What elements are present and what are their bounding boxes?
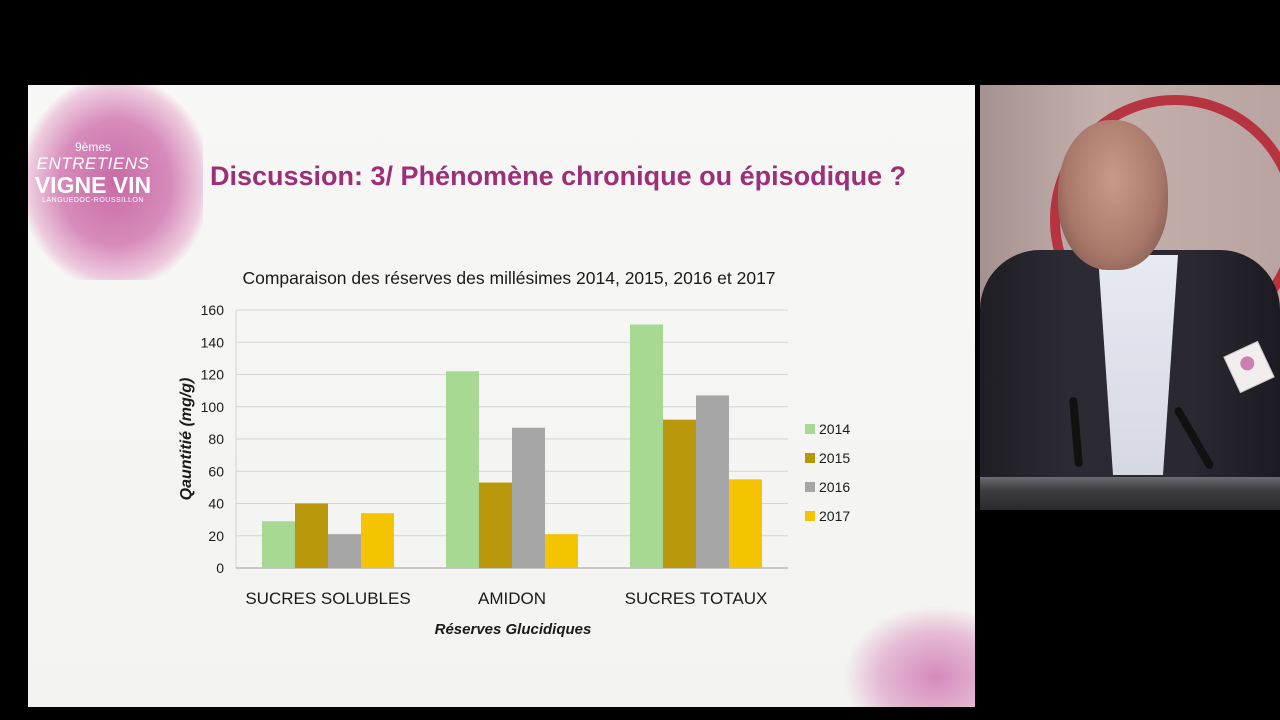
bar-2017-0 <box>361 513 394 568</box>
logo-line-3: LANGUEDOC-ROUSSILLON <box>42 197 144 204</box>
legend-label: 2017 <box>819 508 850 524</box>
bar-2015-1 <box>479 482 512 568</box>
bar-2016-0 <box>328 534 361 568</box>
y-tick-label: 20 <box>208 528 224 544</box>
logo-edition: 9èmes <box>74 140 112 154</box>
legend-label: 2016 <box>819 479 850 495</box>
slide-title: Discussion: 3/ Phénomène chronique ou ép… <box>210 161 907 191</box>
bar-chart: Comparaison des réserves des millésimes … <box>178 268 850 638</box>
x-axis-title: Réserves Glucidiques <box>435 621 592 638</box>
chart-bars <box>262 324 762 568</box>
bar-2016-1 <box>512 427 545 568</box>
speaker-shirt <box>1098 255 1178 475</box>
legend-label: 2015 <box>819 450 850 466</box>
y-tick-label: 60 <box>208 463 224 479</box>
y-tick-label: 140 <box>201 334 225 350</box>
event-logo: 9èmes ENTRETIENS VIGNE VIN LANGUEDOC-ROU… <box>28 85 203 280</box>
y-axis-title: Qauntitié (mg/g) <box>178 378 195 501</box>
x-axis-categories: SUCRES SOLUBLES AMIDON SUCRES TOTAUX <box>245 589 767 608</box>
legend-label: 2014 <box>819 421 850 437</box>
chart-legend: 2014 2015 2016 2017 <box>805 421 850 524</box>
bar-2015-2 <box>663 419 696 568</box>
chart-title: Comparaison des réserves des millésimes … <box>242 268 775 288</box>
bar-2014-0 <box>262 521 295 568</box>
presentation-slide: 9èmes ENTRETIENS VIGNE VIN LANGUEDOC-ROU… <box>28 85 975 707</box>
bar-2015-0 <box>295 503 328 568</box>
podium <box>980 477 1280 510</box>
y-tick-label: 160 <box>201 302 225 318</box>
legend-swatch <box>805 453 815 463</box>
x-category-label: SUCRES SOLUBLES <box>245 589 410 608</box>
legend-swatch <box>805 511 815 521</box>
speaker-video <box>980 85 1280 510</box>
bar-2017-1 <box>545 534 578 568</box>
legend-swatch <box>805 424 815 434</box>
x-category-label: AMIDON <box>478 589 546 608</box>
bar-2017-2 <box>729 479 762 568</box>
bar-2014-1 <box>446 371 479 568</box>
logo-line-1: ENTRETIENS <box>36 154 150 173</box>
y-tick-label: 40 <box>208 496 224 512</box>
bar-2016-2 <box>696 395 729 568</box>
y-tick-label: 100 <box>201 399 225 415</box>
y-tick-label: 0 <box>216 560 224 576</box>
y-axis-ticks: 0 20 40 60 80 100 120 140 160 <box>201 302 225 576</box>
event-logo-text: 9èmes ENTRETIENS VIGNE VIN LANGUEDOC-ROU… <box>28 140 158 204</box>
speaker-head <box>1058 120 1168 270</box>
decorative-splash <box>845 607 975 707</box>
x-category-label: SUCRES TOTAUX <box>625 589 768 608</box>
y-tick-label: 120 <box>201 367 225 383</box>
bar-2014-2 <box>630 324 663 568</box>
legend-swatch <box>805 482 815 492</box>
y-tick-label: 80 <box>208 431 224 447</box>
logo-line-2: VIGNE VIN <box>34 172 152 198</box>
